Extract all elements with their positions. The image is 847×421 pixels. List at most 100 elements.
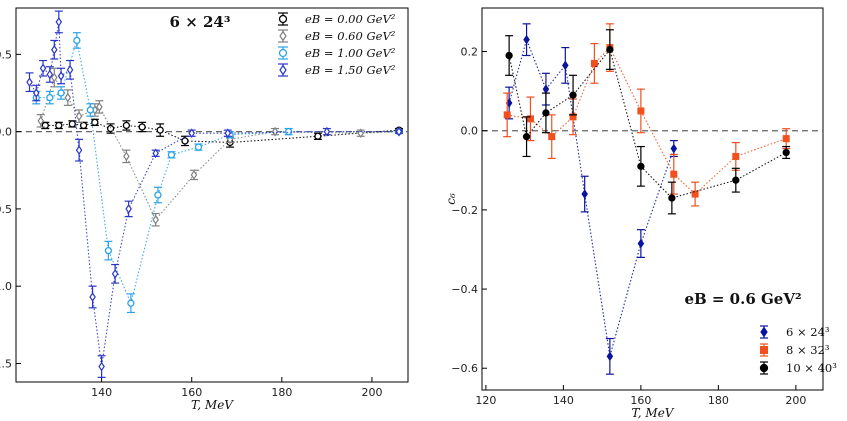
data-point xyxy=(152,214,159,225)
x-axis-label: T, MeV xyxy=(632,406,675,420)
data-point xyxy=(542,109,550,117)
data-point xyxy=(104,246,113,255)
series-line xyxy=(507,46,787,195)
data-point xyxy=(637,238,645,249)
data-point xyxy=(68,120,76,128)
series-line xyxy=(508,48,787,199)
data-point xyxy=(156,126,164,134)
data-point xyxy=(670,170,678,178)
legend-marker xyxy=(760,346,768,354)
plot-frame xyxy=(15,7,409,383)
data-point xyxy=(26,77,33,87)
data-point xyxy=(691,190,699,198)
legend-label: eB = 1.50 GeV² xyxy=(305,63,396,77)
data-point xyxy=(590,59,598,67)
legend-label: 8 × 32³ xyxy=(786,343,830,357)
data-point xyxy=(64,92,72,103)
series-3 xyxy=(505,29,791,215)
data-point xyxy=(37,116,45,126)
legend-marker xyxy=(278,48,288,58)
y-tick-label: −0.2 xyxy=(451,204,478,217)
legend-label: eB = 0.00 GeV² xyxy=(305,12,396,26)
x-tick-label: 140 xyxy=(91,386,112,399)
chart-panel-2: 120 140 160 180 200 −0.6 −0.4 −0.2 0.0 0.2 T, MeV c… xyxy=(444,7,837,420)
data-point xyxy=(91,118,99,127)
legend-marker xyxy=(279,30,287,42)
y-tick-label: −0.5 xyxy=(0,203,12,216)
data-point xyxy=(503,111,511,119)
data-point xyxy=(39,63,47,74)
data-point xyxy=(33,88,40,98)
data-point xyxy=(181,137,189,145)
series-line xyxy=(40,76,400,221)
data-point xyxy=(51,72,58,83)
data-point xyxy=(98,361,105,372)
data-point xyxy=(57,71,65,81)
y-axis-label: c₆ xyxy=(444,193,458,205)
y-tick-label: 0.0 xyxy=(0,126,12,139)
data-point xyxy=(357,128,364,138)
x-tick-label: 120 xyxy=(475,394,496,407)
data-point xyxy=(125,204,132,214)
series-1 xyxy=(41,118,403,148)
data-point xyxy=(395,126,403,137)
legend-marker xyxy=(279,64,287,76)
data-point xyxy=(57,89,65,97)
data-point xyxy=(122,121,131,130)
y-tick-label: 0.0 xyxy=(461,125,479,138)
data-point xyxy=(523,34,530,45)
data-point xyxy=(138,123,146,131)
data-point xyxy=(637,107,645,115)
data-point xyxy=(606,45,614,54)
panel-title: 6 × 24³ xyxy=(170,13,231,31)
data-point xyxy=(66,65,74,75)
y-tick-label: −0.4 xyxy=(451,283,478,296)
plot-frame xyxy=(481,7,824,391)
data-point xyxy=(542,84,550,94)
data-point xyxy=(89,292,96,302)
data-point xyxy=(194,143,203,151)
data-point xyxy=(670,143,678,154)
x-tick-label: 180 xyxy=(708,394,729,407)
data-point xyxy=(154,191,162,199)
data-point xyxy=(782,148,790,157)
x-tick-label: 160 xyxy=(181,386,202,399)
series-3 xyxy=(32,32,403,314)
data-point xyxy=(581,189,588,199)
series-line xyxy=(508,37,675,357)
data-point xyxy=(190,170,198,180)
x-axis-label: T, MeV xyxy=(191,398,234,412)
data-point xyxy=(606,351,614,362)
data-point xyxy=(505,51,513,60)
x-tick-label: 180 xyxy=(271,386,292,399)
data-point xyxy=(86,106,94,114)
data-point xyxy=(569,91,577,99)
x-tick-label: 200 xyxy=(785,394,806,407)
data-point xyxy=(152,148,159,159)
data-point xyxy=(522,133,531,141)
data-point xyxy=(314,132,322,140)
legend: 6 × 24³ 8 × 32³ 10 × 40³ xyxy=(759,325,837,375)
data-point xyxy=(284,127,293,136)
x-tick-label: 160 xyxy=(630,394,651,407)
y-tick-label: 0.2 xyxy=(461,46,479,59)
panel-title: eB = 0.6 GeV² xyxy=(684,290,801,308)
data-point xyxy=(75,111,83,121)
series-2 xyxy=(36,67,403,227)
data-point xyxy=(46,93,54,102)
data-point xyxy=(526,115,534,123)
legend-marker xyxy=(760,326,768,338)
data-point xyxy=(79,121,88,130)
legend-label: 6 × 24³ xyxy=(786,325,830,339)
x-tick-label: 200 xyxy=(361,386,382,399)
y-tick-label: −0.6 xyxy=(451,362,478,375)
data-point xyxy=(637,162,645,170)
legend: eB = 0.00 GeV² eB = 0.60 GeV² eB = 1.00 Ge… xyxy=(278,12,396,77)
data-point xyxy=(123,151,130,162)
data-point xyxy=(782,135,790,143)
legend-label: eB = 1.00 GeV² xyxy=(305,46,396,60)
data-point xyxy=(323,126,331,137)
data-point xyxy=(96,102,103,112)
